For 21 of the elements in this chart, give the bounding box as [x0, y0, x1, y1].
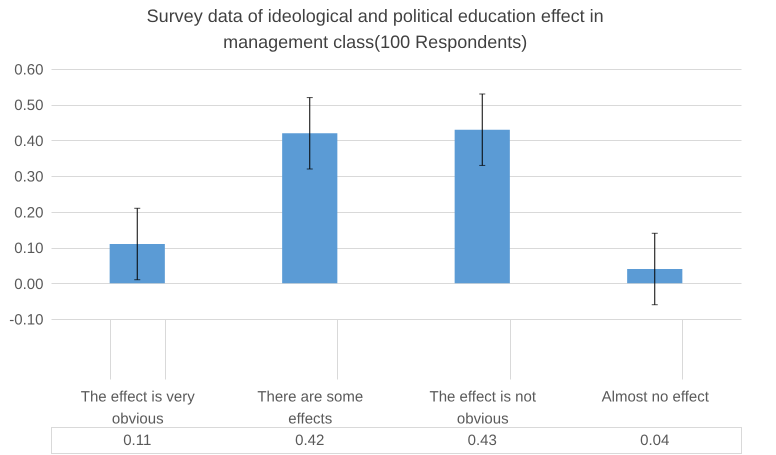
x-tick-label: The effect is not obvious [430, 388, 537, 428]
y-tick-label: 0.30 [14, 168, 44, 186]
bar [282, 133, 338, 284]
x-tick-label: The effect is very obvious [80, 388, 196, 428]
y-tick-label: 0.10 [14, 240, 44, 258]
chart-title: Survey data of ideological and political education effect in management class(100 Respondents) [146, 6, 604, 52]
data-label: 0.43 [468, 432, 497, 449]
data-label: 0.11 [123, 432, 152, 449]
y-tick-label: 0.00 [14, 276, 44, 293]
bar [110, 244, 165, 284]
y-tick-label: 0.20 [14, 204, 44, 222]
y-tick-label: 0.50 [14, 97, 44, 114]
y-tick-label: -0.10 [9, 312, 44, 328]
y-tick-label: 0.40 [14, 132, 44, 150]
data-label: 0.42 [295, 432, 324, 449]
data-label: 0.04 [640, 432, 670, 449]
x-tick-label: There are some effects [257, 388, 364, 428]
x-tick-label: Almost no effect [602, 388, 710, 406]
bar [454, 130, 510, 284]
bar [627, 269, 682, 284]
y-tick-label: 0.60 [14, 62, 44, 78]
